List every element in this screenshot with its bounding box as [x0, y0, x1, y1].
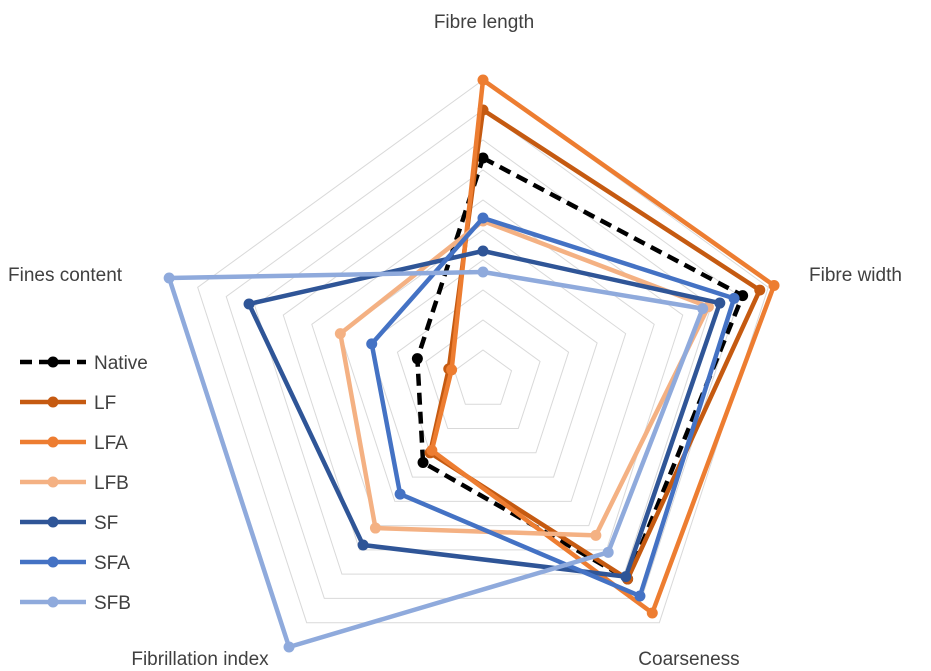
data-point-sf — [477, 245, 489, 257]
data-point-sfb — [163, 272, 175, 284]
legend-item-lf: LF — [20, 393, 116, 414]
data-point-lfb — [334, 328, 346, 340]
data-point-lfa — [446, 364, 458, 376]
data-point-sf — [357, 539, 369, 551]
series-sfa — [366, 212, 740, 602]
axis-label-fibre-length: Fibre length — [434, 12, 534, 33]
grid-ring — [197, 79, 769, 624]
data-point-lfa — [768, 279, 780, 291]
data-point-native — [737, 290, 749, 302]
grid-ring — [425, 319, 541, 430]
axis-label-coarseness: Coarseness — [638, 649, 739, 670]
legend-swatch-marker — [47, 356, 59, 368]
grid-ring — [453, 349, 513, 405]
legend-swatch-marker — [47, 516, 59, 528]
data-point-sfb — [283, 641, 295, 653]
data-point-sf — [243, 298, 255, 310]
series-line-lfb — [338, 218, 711, 538]
series-sf — [243, 245, 726, 583]
series-line-sf — [246, 248, 723, 579]
grid-ring — [368, 259, 598, 478]
legend-swatch-marker — [47, 436, 59, 448]
legend-swatch-marker — [47, 556, 59, 568]
series-line-native — [415, 155, 745, 582]
axis-label-fines-content: Fines content — [8, 265, 123, 286]
data-point-native — [417, 457, 429, 469]
legend-label: LFA — [94, 433, 128, 454]
data-point-native — [477, 152, 489, 164]
legend-item-sfb: SFB — [20, 593, 131, 614]
data-point-sfb — [697, 303, 709, 315]
legend-swatch-marker — [47, 396, 59, 408]
series-line-sfb — [166, 269, 705, 650]
grid-ring — [396, 289, 570, 454]
data-point-lfa — [477, 74, 489, 86]
grid-ring — [311, 199, 655, 527]
grid-ring — [225, 109, 741, 599]
data-point-native — [411, 353, 423, 365]
data-point-lfa — [426, 444, 438, 456]
data-point-sfb — [602, 546, 614, 558]
axis-label-fibre-width: Fibre width — [809, 265, 902, 286]
radar-grid — [197, 79, 769, 624]
radar-series — [163, 74, 780, 653]
series-line-sfa — [369, 215, 737, 599]
data-point-sf — [620, 571, 632, 583]
data-point-sfa — [394, 488, 406, 500]
data-point-lfb — [369, 522, 381, 534]
legend-label: LFB — [94, 473, 129, 494]
data-point-lfb — [590, 529, 602, 541]
legend-label: SF — [94, 513, 118, 534]
legend-item-lfa: LFA — [20, 433, 128, 454]
legend: Native LF LFA LFB SF SFA SFB — [20, 353, 148, 614]
grid-ring — [254, 139, 712, 575]
series-lf — [424, 104, 766, 585]
legend-label: SFB — [94, 593, 131, 614]
data-point-lf — [754, 284, 766, 296]
legend-label: Native — [94, 353, 148, 374]
data-point-sfa — [728, 292, 740, 304]
data-point-sf — [714, 297, 726, 309]
axis-labels: Fibre length Fibre width Coarseness Fibr… — [8, 12, 902, 670]
legend-swatch-marker — [47, 476, 59, 488]
axis-label-fibrillation-index: Fibrillation index — [131, 649, 269, 670]
legend-item-sf: SF — [20, 513, 118, 534]
legend-item-sfa: SFA — [20, 553, 130, 574]
data-point-sfa — [634, 590, 646, 602]
series-sfb — [163, 266, 709, 653]
data-point-sfb — [477, 266, 489, 278]
series-line-lf — [427, 107, 763, 582]
data-point-sfa — [366, 338, 378, 350]
legend-item-lfb: LFB — [20, 473, 129, 494]
data-point-sfa — [477, 212, 489, 224]
data-point-lfa — [646, 607, 658, 619]
legend-label: SFA — [94, 553, 130, 574]
legend-swatch-marker — [47, 596, 59, 608]
legend-item-native: Native — [20, 353, 148, 374]
legend-label: LF — [94, 393, 116, 414]
